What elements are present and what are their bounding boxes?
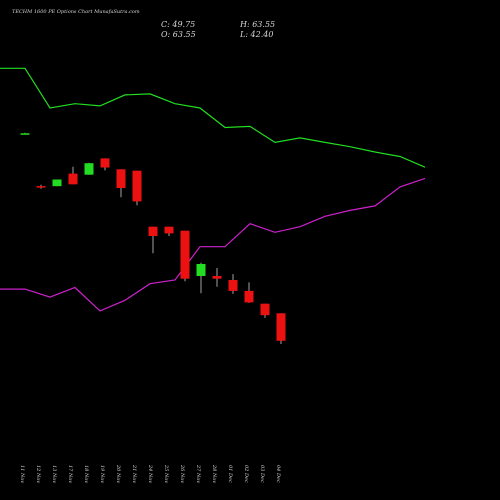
chart-title: TECHM 1600 PE Options Chart MunafaSutra.… <box>12 9 140 15</box>
candles <box>20 132 286 344</box>
x-tick-label: 04 Dec <box>275 465 281 483</box>
candle-body <box>84 163 94 175</box>
x-tick-label: 11 Nov <box>19 465 25 483</box>
candle-body <box>148 226 158 236</box>
x-tick-label: 26 Nov <box>179 464 185 483</box>
x-tick-label: 18 Nov <box>83 465 89 483</box>
candle-body <box>52 179 62 187</box>
x-tick-label: 17 Nov <box>67 465 73 483</box>
x-tick-label: 13 Nov <box>51 465 57 483</box>
x-tick-label: 20 Nov <box>115 464 121 483</box>
candle-body <box>20 133 30 135</box>
candle-body <box>180 230 190 279</box>
candle-body <box>68 173 78 185</box>
x-tick-label: 02 Dec <box>243 465 249 483</box>
candle-body <box>276 313 286 341</box>
candle-body <box>116 169 126 188</box>
candle-body <box>132 170 142 202</box>
candle-body <box>164 226 174 234</box>
indicator-line-1 <box>0 67 426 168</box>
candle-body <box>212 276 222 279</box>
x-tick-label: 21 Nov <box>131 464 137 483</box>
x-tick-label: 01 Dec <box>227 465 233 483</box>
high-value: H: 63.55 <box>240 20 276 29</box>
candle-body <box>196 264 206 276</box>
x-tick-label: 28 Nov <box>211 464 217 483</box>
close-value: C: 49.75 <box>161 20 196 29</box>
indicator-line-2 <box>0 177 426 312</box>
x-tick-label: 27 Nov <box>195 464 201 483</box>
candle-body <box>228 280 238 291</box>
indicator-lines <box>0 67 426 312</box>
x-tick-label: 03 Dec <box>259 465 265 483</box>
candle-body <box>36 186 46 188</box>
low-value: L: 42.40 <box>240 30 274 39</box>
x-tick-label: 25 Nov <box>163 464 169 483</box>
x-tick-label: 19 Nov <box>99 465 105 483</box>
candle-body <box>244 290 254 303</box>
x-tick-label: 12 Nov <box>35 465 41 483</box>
open-value: O: 63.55 <box>161 30 196 39</box>
x-tick-label: 24 Nov <box>147 464 153 483</box>
candle-body <box>100 158 110 168</box>
x-axis-tick-labels: 11 Nov 12 Nov 13 Nov 17 Nov 18 Nov 19 Nov 20 N… <box>19 464 281 483</box>
candle-body <box>260 303 270 316</box>
